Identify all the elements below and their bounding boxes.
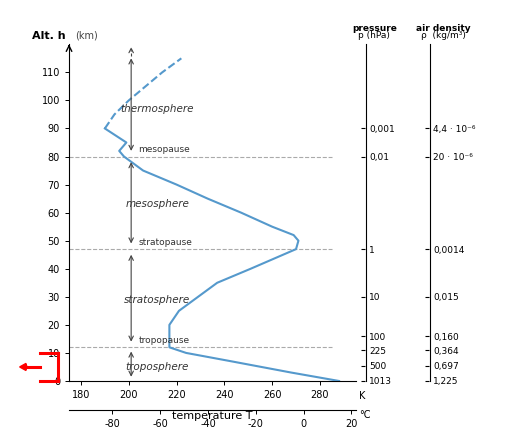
Text: ρ  (kg/m³): ρ (kg/m³)	[421, 31, 466, 40]
Text: tropopause: tropopause	[139, 336, 190, 345]
Text: stratopause: stratopause	[139, 238, 192, 247]
Text: mesopause: mesopause	[139, 145, 190, 154]
Text: troposphere: troposphere	[126, 362, 189, 372]
Text: pressure: pressure	[352, 24, 397, 33]
Text: K: K	[358, 391, 365, 401]
Text: p (hPa): p (hPa)	[358, 31, 390, 40]
Text: thermosphere: thermosphere	[121, 104, 194, 114]
Text: air density: air density	[416, 24, 470, 33]
Text: stratosphere: stratosphere	[124, 295, 191, 305]
Text: mesosphere: mesosphere	[125, 199, 190, 209]
Text: °C: °C	[358, 410, 370, 420]
Text: (km): (km)	[75, 31, 98, 41]
Text: Alt. h: Alt. h	[32, 31, 65, 41]
Text: temperature T: temperature T	[172, 412, 253, 421]
